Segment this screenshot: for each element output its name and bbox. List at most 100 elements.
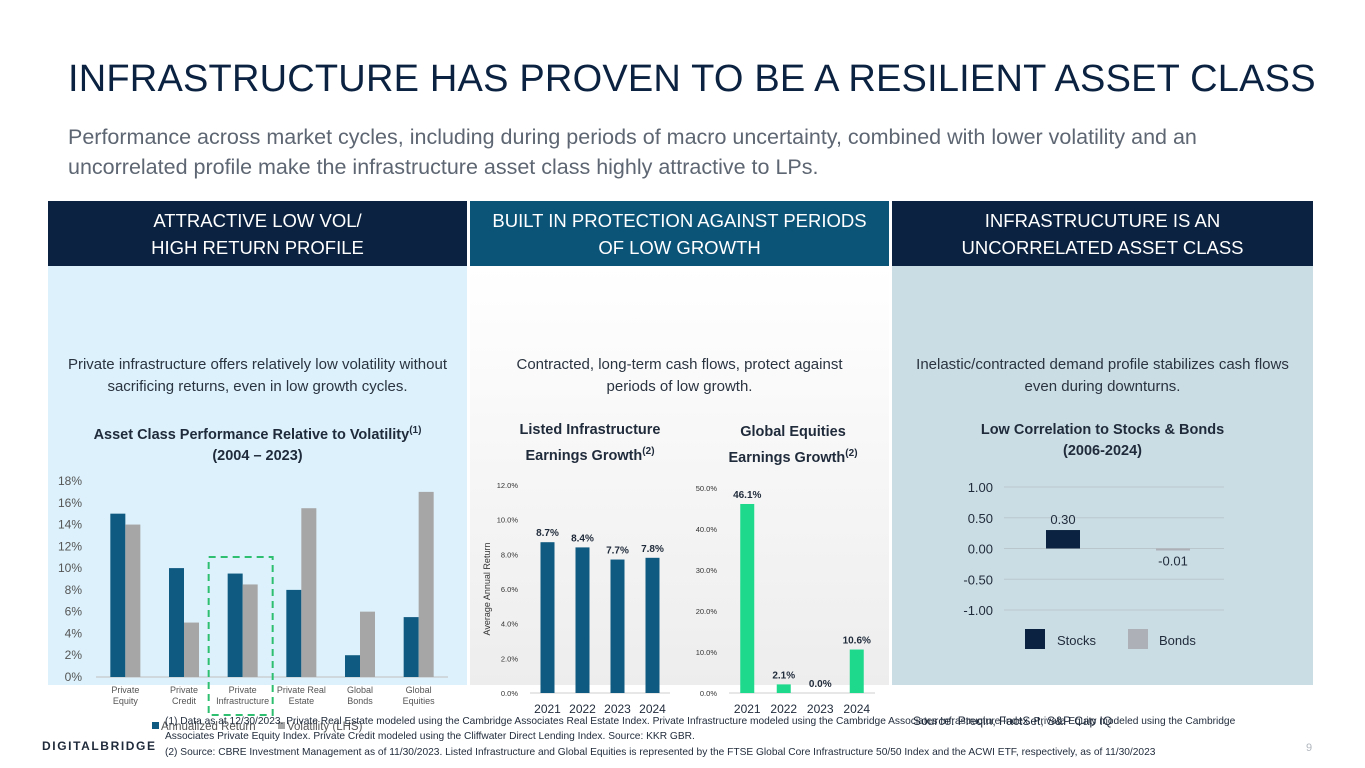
- bar: [776, 684, 791, 693]
- y-tick-label: 0.0%: [700, 689, 717, 698]
- legend-swatch-return: [152, 722, 159, 729]
- bar: [740, 503, 755, 693]
- panel-uncorrelated: INFRASTRUCUTURE IS AN UNCORRELATED ASSET…: [892, 201, 1313, 728]
- y-tick-label: 10%: [58, 561, 82, 575]
- x-tick-label: Private: [111, 685, 139, 695]
- bar-annualized-return: [403, 617, 419, 677]
- x-tick-label: Infrastructure: [216, 696, 269, 706]
- highlight-box: [207, 556, 274, 716]
- bar-volatility: [125, 524, 141, 677]
- heading-line-1: ATTRACTIVE LOW VOL/: [153, 209, 362, 231]
- source-note: Source: Preqin, FactSet, S&P Cap IQ: [913, 714, 1113, 728]
- chart-title-line-1: Asset Class Performance Relative to Vola…: [93, 426, 410, 443]
- bar-annualized-return: [345, 655, 360, 677]
- y-tick-label: 30.0%: [696, 566, 718, 575]
- bar-annualized-return: [286, 589, 302, 677]
- x-tick-label: Bonds: [347, 696, 373, 706]
- x-tick-label: 2023: [807, 702, 834, 716]
- x-tick-label: 2024: [639, 702, 666, 716]
- chart-title-footnote: (1): [409, 425, 422, 436]
- x-tick-label: Estate: [289, 696, 315, 706]
- panel-body: Contracted, long-term cash flows, protec…: [470, 266, 889, 716]
- y-tick-label: 0.50: [968, 511, 993, 526]
- x-tick-label: Global: [406, 685, 432, 695]
- bar-bonds: [1156, 548, 1190, 551]
- page-subtitle: Performance across market cycles, includ…: [68, 125, 1197, 179]
- data-label: 8.4%: [571, 533, 594, 544]
- y-tick-label: 10.0%: [497, 516, 519, 525]
- y-tick-label: 10.0%: [696, 648, 718, 657]
- y-tick-label: 0%: [65, 670, 83, 684]
- data-label: 7.7%: [606, 546, 629, 557]
- chart-title-global-equities: Global Equities Earnings Growth(2): [703, 422, 883, 469]
- y-tick-label: 6%: [65, 605, 83, 619]
- x-tick-label: Global: [347, 685, 373, 695]
- data-label: 46.1%: [733, 490, 761, 501]
- bar: [575, 547, 590, 693]
- chart-title-listed-infra: Listed Infrastructure Earnings Growth(2): [500, 420, 680, 467]
- chart-title-line-2: Earnings Growth: [525, 447, 643, 464]
- chart-title-footnote: (2): [845, 448, 858, 459]
- y-tick-label: 18%: [58, 474, 82, 488]
- chart-title: Low Correlation to Stocks & Bonds (2006-…: [892, 420, 1313, 462]
- x-tick-label: Private: [229, 685, 257, 695]
- x-tick-label: 2023: [604, 702, 631, 716]
- y-tick-label: 12.0%: [497, 481, 519, 490]
- x-tick-label: Equity: [113, 696, 139, 706]
- panel-heading: BUILT IN PROTECTION AGAINST PERIODS OF L…: [470, 201, 889, 266]
- footnote-2: (2) Source: CBRE Investment Management a…: [165, 747, 1156, 758]
- panel-description: Inelastic/contracted demand profile stab…: [916, 356, 1289, 395]
- chart-title-line-1: Listed Infrastructure: [519, 422, 661, 438]
- data-label: 0.0%: [809, 679, 832, 690]
- data-label: 8.7%: [536, 528, 559, 539]
- legend-label-bonds: Bonds: [1159, 633, 1196, 648]
- x-tick-label: Equities: [403, 696, 436, 706]
- panel-low-vol: ATTRACTIVE LOW VOL/ HIGH RETURN PROFILE …: [48, 201, 467, 733]
- panel-body: Private infrastructure offers relatively…: [48, 266, 467, 733]
- footnote-1: (1) Data as at 12/30/2023. Private Real …: [165, 716, 1236, 742]
- bar: [849, 649, 864, 693]
- legend-label-stocks: Stocks: [1057, 633, 1097, 648]
- x-tick-label: 2022: [770, 702, 797, 716]
- chart-title-line-1: Global Equities: [740, 424, 846, 440]
- panel-heading: INFRASTRUCUTURE IS AN UNCORRELATED ASSET…: [892, 201, 1313, 266]
- chart-title-line-2: Earnings Growth: [728, 449, 846, 466]
- chart-listed-infrastructure: 0.0% 2.0% 4.0% 6.0% 8.0% 10.0% 12.0% 8.7% 2021 8.…: [482, 481, 670, 716]
- brand-logo: DIGITALBRIDGE: [42, 739, 157, 753]
- y-tick-label: 2.0%: [501, 654, 518, 663]
- y-tick-label: 50.0%: [696, 484, 718, 493]
- y-tick-label: 16%: [58, 496, 82, 510]
- y-tick-label: 4%: [65, 626, 83, 640]
- bar-volatility: [418, 491, 434, 677]
- heading-line-2: OF LOW GROWTH: [598, 236, 761, 258]
- x-tick-label: 2022: [569, 702, 596, 716]
- y-axis-label: Average Annual Return: [482, 543, 492, 636]
- heading-line-1: INFRASTRUCUTURE IS AN: [984, 209, 1221, 231]
- bar: [610, 559, 625, 693]
- y-tick-label: 0.0%: [501, 689, 518, 698]
- x-tick-label: 2021: [734, 702, 761, 716]
- y-tick-label: -1.00: [963, 603, 993, 618]
- chart-title-footnote: (2): [642, 446, 655, 457]
- y-tick-label: 8.0%: [501, 550, 518, 559]
- chart-global-equities: 0.0% 10.0% 20.0% 30.0% 40.0% 50.0% 46.1% 2021 2.…: [696, 484, 875, 716]
- chart-title-line-1: Low Correlation to Stocks & Bonds: [980, 422, 1225, 438]
- panel-description: Contracted, long-term cash flows, protec…: [516, 356, 843, 395]
- data-label: 2.1%: [772, 670, 795, 681]
- chart-title-line-2: (2006-2024): [1063, 443, 1142, 459]
- legend-label-volatility: Volatility (LHS): [287, 721, 363, 733]
- x-tick-label: Private Real: [277, 685, 326, 695]
- bar: [645, 557, 660, 693]
- panel-description: Private infrastructure offers relatively…: [67, 356, 448, 395]
- chart-title-line-2: (2004 – 2023): [212, 447, 303, 464]
- y-tick-label: 14%: [58, 518, 82, 532]
- panel-protection: BUILT IN PROTECTION AGAINST PERIODS OF L…: [470, 201, 889, 716]
- bar-annualized-return: [169, 568, 184, 677]
- bar-volatility: [360, 611, 375, 677]
- legend-label-return: Annualized Return: [161, 721, 256, 733]
- heading-line-2: HIGH RETURN PROFILE: [151, 236, 364, 258]
- legend-swatch-bonds: [1128, 629, 1148, 649]
- x-tick-label: Private: [170, 685, 198, 695]
- data-label: 10.6%: [843, 636, 871, 647]
- bar-volatility: [184, 622, 199, 677]
